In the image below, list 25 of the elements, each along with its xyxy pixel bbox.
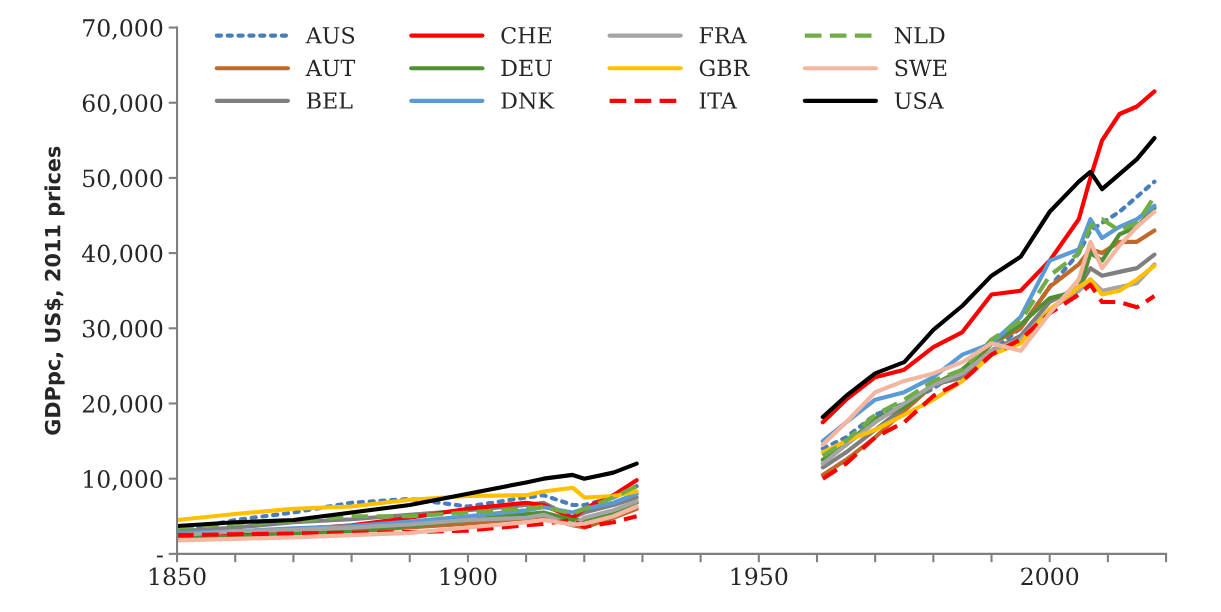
legend-label: AUT bbox=[305, 59, 356, 77]
y-tick-label: 60,000 bbox=[82, 94, 163, 115]
y-tick-label: 40,000 bbox=[81, 244, 163, 266]
legend-label: NLD bbox=[894, 27, 945, 44]
legend-label: SWE bbox=[895, 59, 947, 77]
legend-label: FRA bbox=[699, 27, 747, 44]
legend-label: DEU bbox=[501, 59, 552, 77]
y-tick-label: 10,000 bbox=[84, 470, 163, 491]
y-tick-label: 70,000 bbox=[83, 18, 163, 40]
x-tick-label: 1950 bbox=[731, 567, 788, 586]
legend-label: AUS bbox=[305, 26, 355, 44]
y-tick-label: - bbox=[156, 555, 163, 558]
legend-label: GBR bbox=[699, 59, 750, 77]
x-tick-label: 1900 bbox=[440, 567, 497, 586]
y-tick-label: 30,000 bbox=[83, 319, 163, 341]
legend-label: BEL bbox=[306, 92, 353, 109]
legend-label: USA bbox=[894, 92, 944, 109]
y-tick-label: 20,000 bbox=[82, 394, 163, 416]
x-tick-label: 2000 bbox=[1021, 567, 1079, 586]
y-tick-label: 50,000 bbox=[83, 169, 163, 191]
y-axis-title: GDPpc, US$, 2011 prices bbox=[44, 146, 65, 435]
x-tick-label: 1850 bbox=[149, 567, 206, 586]
legend-label: CHE bbox=[501, 26, 551, 44]
legend-label: ITA bbox=[699, 92, 738, 109]
legend-label: DNK bbox=[501, 92, 555, 109]
